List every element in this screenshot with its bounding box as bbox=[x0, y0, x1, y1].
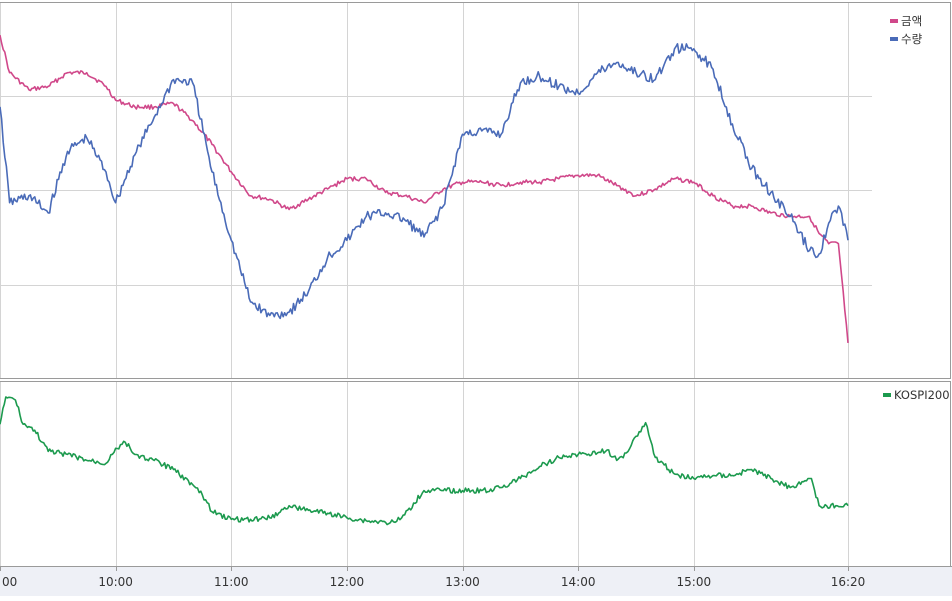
top-legend-label-1: 수량 bbox=[901, 32, 923, 46]
bottom-panel-border bbox=[0, 381, 951, 567]
x-tick-label-0: 00 bbox=[2, 575, 17, 589]
series-line-volume bbox=[0, 43, 849, 320]
x-tick-label-3: 12:00 bbox=[330, 575, 365, 589]
bottom-panel-frame bbox=[0, 381, 951, 567]
top-legend-label-0: 금액 bbox=[901, 14, 922, 28]
bottom-legend-label-0: KOSPI200 bbox=[894, 388, 950, 402]
x-axis-strip bbox=[0, 567, 952, 596]
x-tick-label-7: 16:20 bbox=[831, 575, 866, 589]
series-line-kospi200 bbox=[0, 396, 849, 526]
x-tick-label-5: 14:00 bbox=[561, 575, 596, 589]
x-tick-label-4: 13:00 bbox=[445, 575, 480, 589]
bottom-legend-swatch-0 bbox=[883, 393, 891, 397]
top-legend-swatch-0 bbox=[890, 19, 898, 23]
top-legend-swatch-1 bbox=[890, 37, 898, 41]
grid-layer bbox=[0, 3, 872, 566]
x-axis: 00 10:00 11:00 12:00 13:00 14:00 15:00 16:20 bbox=[0, 566, 952, 596]
series-line-amount bbox=[0, 34, 849, 343]
x-tick-label-1: 10:00 bbox=[98, 575, 133, 589]
x-tick-label-2: 11:00 bbox=[214, 575, 249, 589]
x-tick-label-6: 15:00 bbox=[677, 575, 712, 589]
series-layer bbox=[0, 34, 849, 526]
